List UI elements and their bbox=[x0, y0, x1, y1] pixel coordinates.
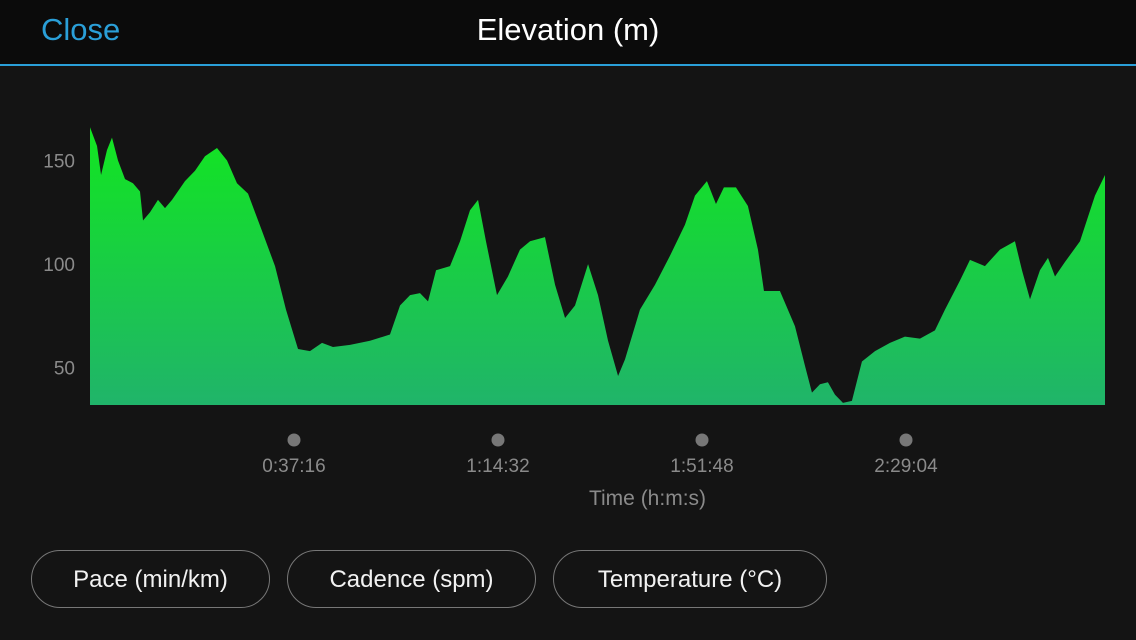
cadence-button[interactable]: Cadence (spm) bbox=[287, 550, 536, 608]
close-button[interactable]: Close bbox=[41, 12, 121, 47]
x-tick-label: 0:37:16 bbox=[262, 456, 325, 477]
y-tick-label: 100 bbox=[43, 255, 75, 276]
x-tick-dot bbox=[287, 433, 301, 447]
pace-button[interactable]: Pace (min/km) bbox=[31, 550, 270, 608]
header: Close Elevation (m) bbox=[0, 0, 1136, 66]
x-tick-label: 1:51:48 bbox=[670, 456, 733, 477]
x-tick-label: 2:29:04 bbox=[874, 456, 938, 477]
x-tick-dot bbox=[491, 433, 505, 447]
temperature-button[interactable]: Temperature (°C) bbox=[553, 550, 827, 608]
elevation-area bbox=[90, 127, 1105, 405]
x-tick-label: 1:14:32 bbox=[466, 456, 529, 477]
chart: 50 100 150 0:37:16 1:14:32 1:51:48 2:29:04 Time… bbox=[43, 127, 1105, 510]
y-tick-label: 50 bbox=[54, 359, 75, 380]
title: Elevation (m) bbox=[476, 12, 660, 47]
x-axis-label: Time (h:m:s) bbox=[589, 487, 706, 510]
x-tick-dot bbox=[695, 433, 709, 447]
y-tick-label: 150 bbox=[43, 151, 75, 172]
x-tick-dot bbox=[899, 433, 913, 447]
